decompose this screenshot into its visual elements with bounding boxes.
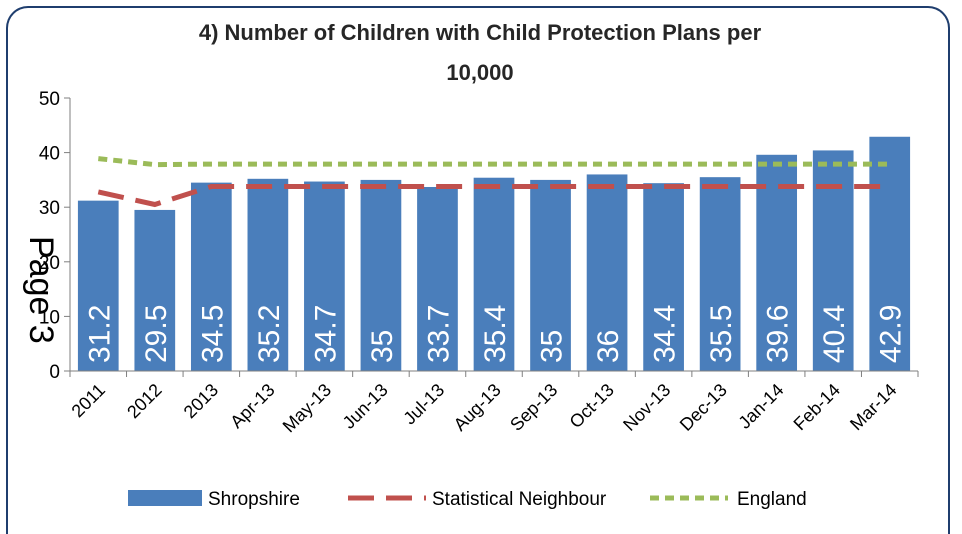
line-statistical-neighbour bbox=[97, 184, 890, 208]
x-tick-label: Jun-13 bbox=[339, 380, 392, 433]
bar-shropshire bbox=[190, 182, 232, 371]
legend-label-statistical-neighbour: Statistical Neighbour bbox=[432, 489, 607, 510]
bar-shropshire bbox=[417, 186, 458, 371]
bar-shropshire bbox=[586, 174, 628, 371]
page-watermark: Page 3 bbox=[22, 236, 60, 344]
x-tick-label: Sep-13 bbox=[506, 380, 561, 435]
x-tick-label: 2012 bbox=[123, 380, 165, 422]
data-label: 33.7 bbox=[422, 305, 455, 363]
data-label: 35.5 bbox=[705, 305, 738, 363]
data-label: 35.2 bbox=[253, 305, 286, 363]
line-england bbox=[98, 156, 890, 168]
x-tick-label: May-13 bbox=[279, 380, 336, 437]
chart-frame bbox=[6, 6, 950, 534]
x-tick-label: Aug-13 bbox=[450, 380, 505, 435]
data-label: 40.4 bbox=[818, 305, 851, 363]
bar-shropshire bbox=[360, 179, 402, 371]
bar-shropshire bbox=[304, 181, 345, 371]
bar-shropshire bbox=[530, 179, 571, 371]
y-tick-label: 0 bbox=[49, 362, 60, 383]
legend-label-shropshire: Shropshire bbox=[208, 489, 300, 510]
chart-title-line-2: 10,000 bbox=[446, 60, 514, 85]
x-tick-label: Mar-14 bbox=[846, 380, 900, 434]
data-label: 34.4 bbox=[649, 305, 682, 363]
x-tick-label: Apr-13 bbox=[226, 380, 278, 432]
x-tick-label: Nov-13 bbox=[619, 380, 674, 435]
data-label: 42.9 bbox=[875, 305, 908, 363]
chart-title-line-1: 4) Number of Children with Child Protect… bbox=[198, 20, 762, 45]
data-label: 34.7 bbox=[309, 305, 342, 363]
data-label: 36 bbox=[592, 330, 625, 363]
x-tick-label: Jan-14 bbox=[734, 380, 787, 433]
data-label: 35.4 bbox=[479, 305, 512, 363]
bar-shropshire bbox=[756, 154, 798, 371]
y-tick-label: 30 bbox=[39, 198, 60, 219]
x-tick-label: Feb-14 bbox=[790, 380, 844, 434]
bar-shropshire bbox=[473, 177, 515, 371]
data-label: 29.5 bbox=[140, 305, 173, 363]
x-tick-label: 2013 bbox=[180, 380, 222, 422]
data-label: 35 bbox=[536, 330, 569, 363]
y-tick-label: 40 bbox=[39, 144, 60, 165]
x-tick-label: 2011 bbox=[68, 380, 110, 422]
bar-shropshire bbox=[869, 136, 911, 371]
bar-shropshire bbox=[134, 209, 176, 371]
bar-shropshire bbox=[77, 200, 119, 371]
bar-shropshire bbox=[247, 178, 289, 371]
y-tick-label: 50 bbox=[39, 89, 60, 110]
bar-shropshire bbox=[643, 183, 684, 371]
y-tick-label: 20 bbox=[39, 253, 60, 274]
legend-swatch-shropshire bbox=[128, 490, 202, 506]
bar-shropshire bbox=[699, 177, 741, 371]
data-label: 34.5 bbox=[196, 305, 229, 363]
legend-label-england: England bbox=[737, 489, 807, 510]
x-tick-label: Oct-13 bbox=[566, 380, 618, 432]
x-tick-label: Jul-13 bbox=[399, 380, 448, 429]
x-tick-label: Dec-13 bbox=[676, 380, 731, 435]
data-label: 31.2 bbox=[83, 305, 116, 363]
data-label: 39.6 bbox=[762, 305, 795, 363]
data-label: 35 bbox=[366, 330, 399, 363]
y-tick-label: 10 bbox=[39, 307, 60, 328]
